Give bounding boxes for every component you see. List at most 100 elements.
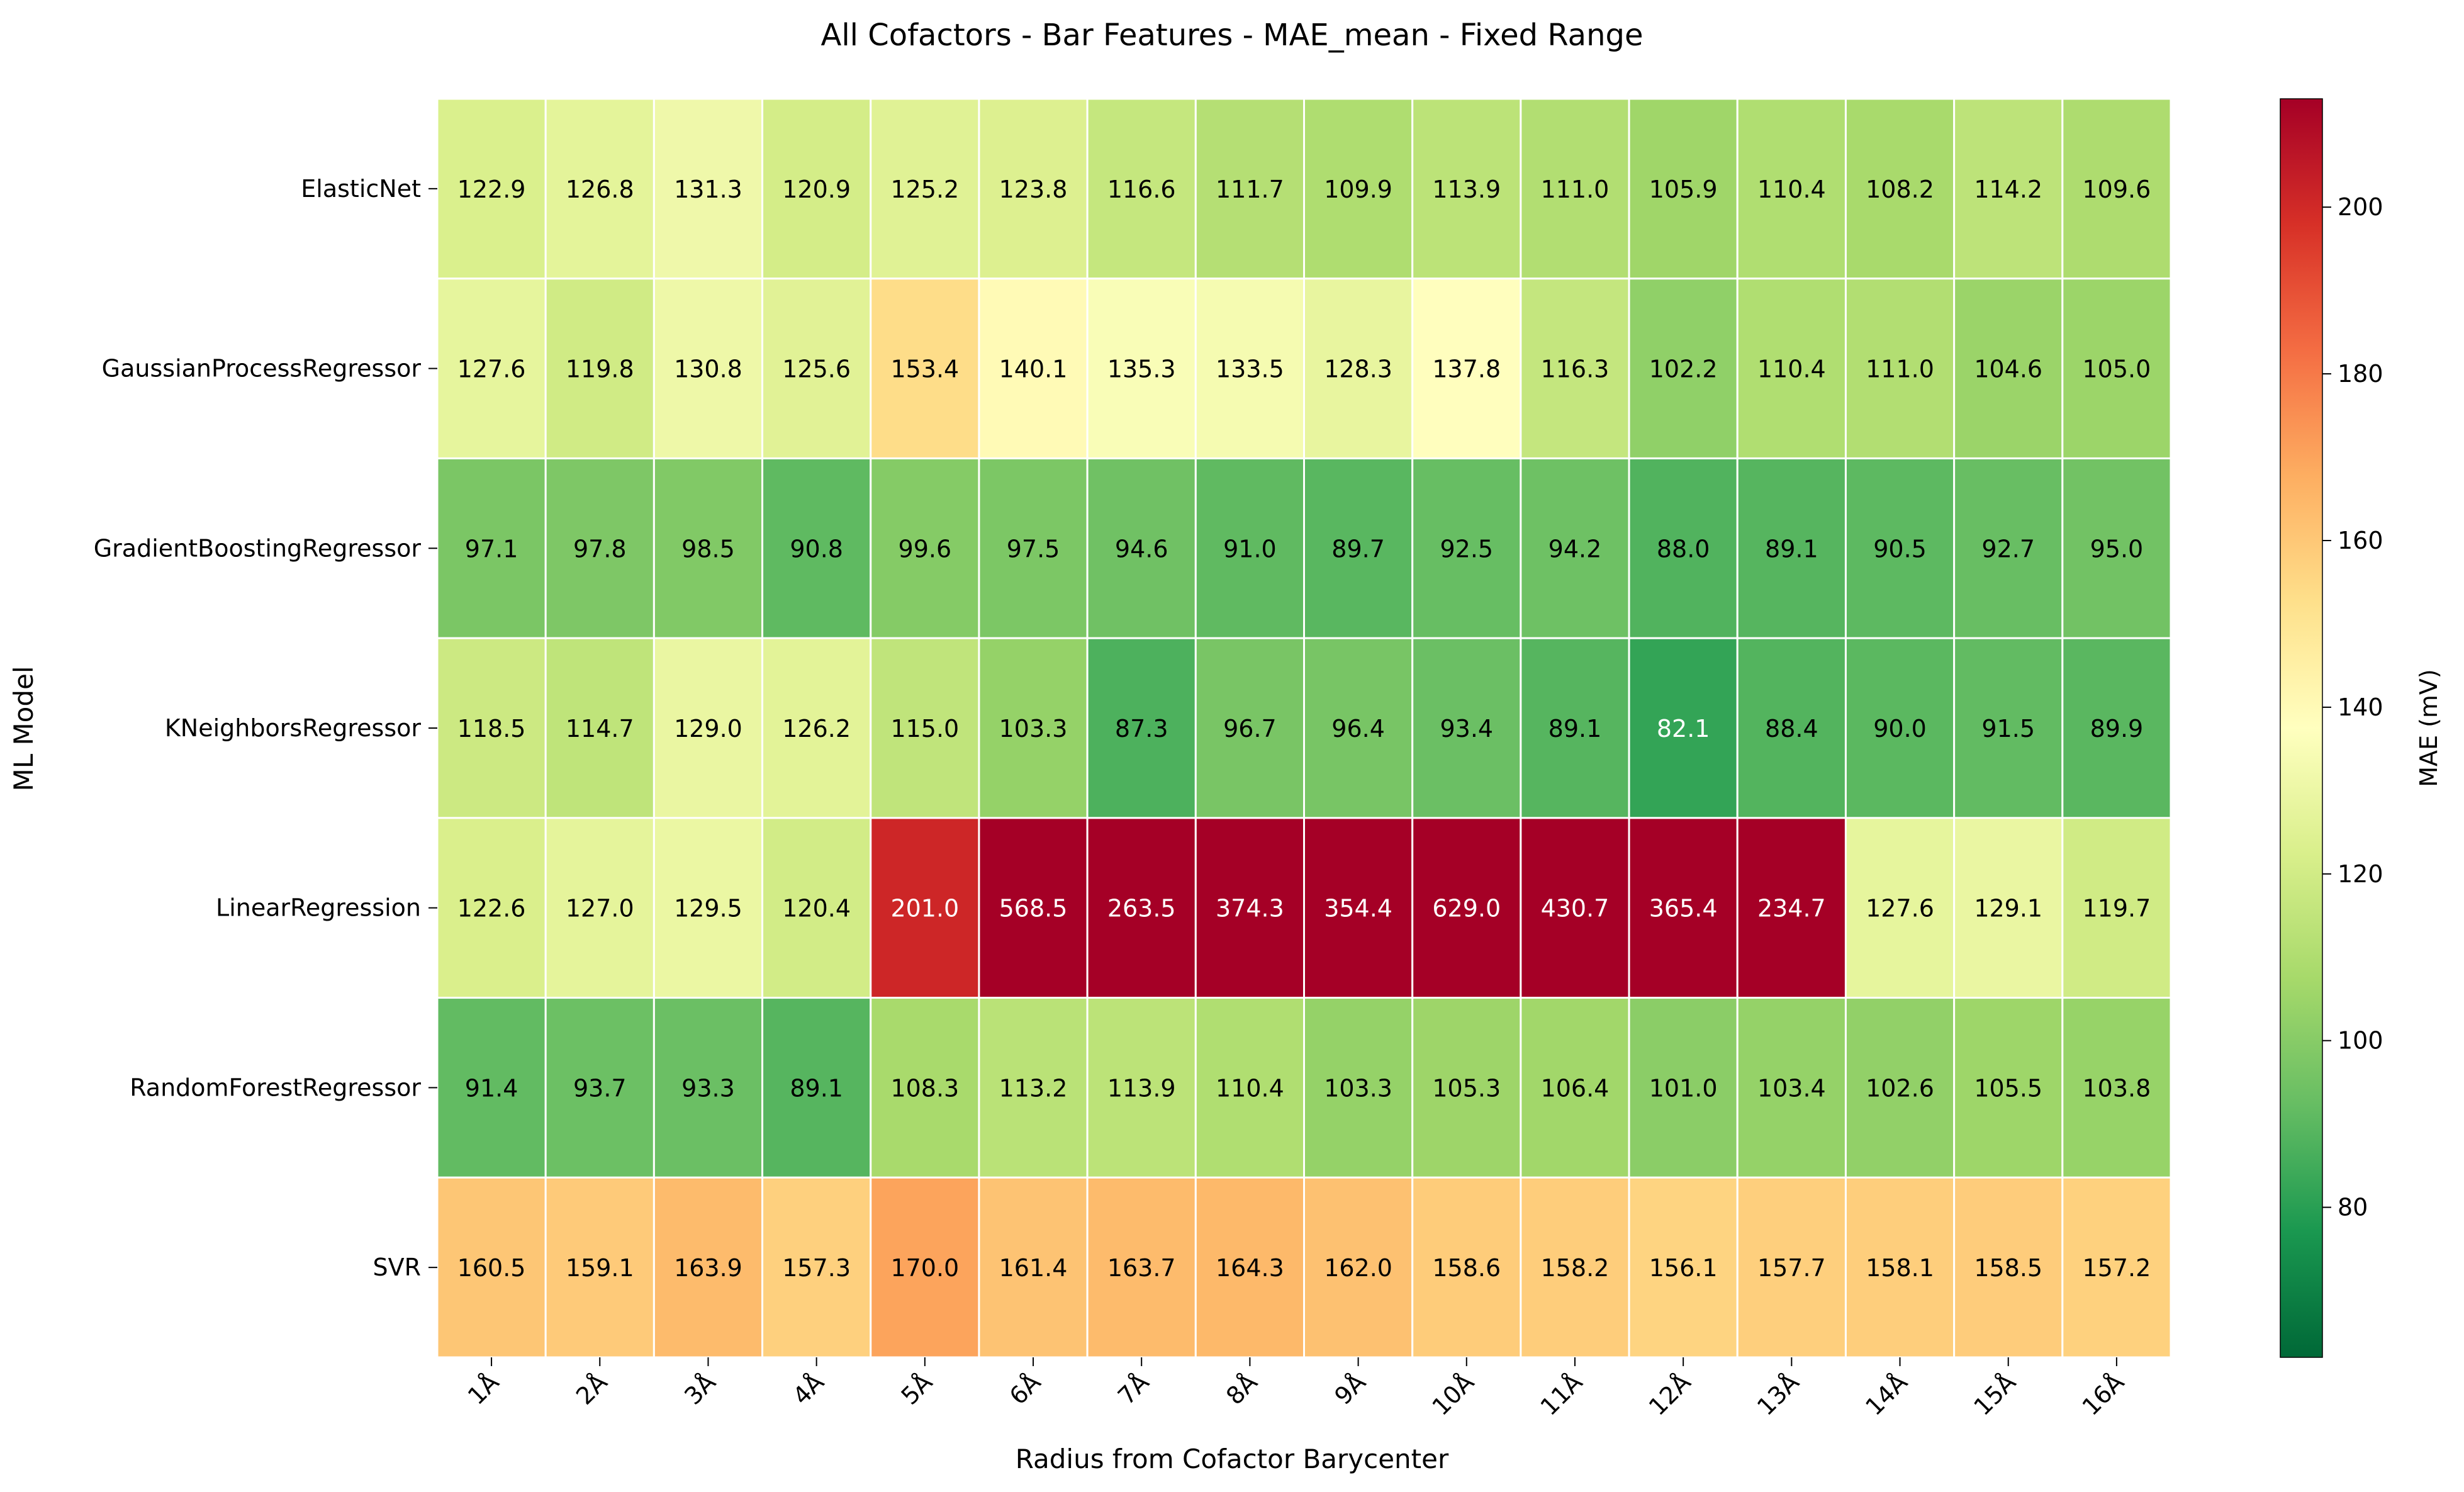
cell-value-label: 133.5 [1216,356,1284,383]
heatmap-cell [1303,457,1414,639]
heatmap-cell [2061,1176,2172,1359]
colorbar-tick-label: 160 [2338,527,2383,554]
cell-value-label: 90.8 [790,535,843,563]
cell-value-label: 122.6 [457,895,526,923]
cell-value-label: 128.3 [1324,356,1392,383]
heatmap-cell [1086,98,1197,280]
heatmap-cell [978,637,1089,819]
heatmap-cell [1628,997,1739,1179]
y-axis-label: ML Model [8,666,39,791]
cell-value-label: 96.4 [1331,715,1385,743]
heatmap-cell [1194,817,1305,999]
cell-value-label: 118.5 [457,715,526,743]
y-tick-label: GradientBoostingRegressor [94,534,422,562]
heatmap-cell [1411,997,1522,1179]
y-tick-label: GaussianProcessRegressor [102,355,422,383]
cell-value-label: 105.0 [2083,356,2151,383]
cell-value-label: 126.2 [782,715,851,743]
cell-value-label: 104.6 [1974,356,2042,383]
cell-value-label: 131.3 [674,176,742,203]
cell-value-label: 111.0 [1866,356,1934,383]
cell-value-label: 87.3 [1115,715,1168,743]
cell-value-label: 127.0 [566,895,634,923]
heatmap-cell [652,278,764,459]
y-tick-label: RandomForestRegressor [130,1074,421,1101]
cell-value-label: 114.7 [566,715,634,743]
heatmap-cell [1844,637,1956,819]
heatmap-cell [1086,457,1197,639]
cell-value-label: 93.3 [681,1074,735,1102]
x-axis-label: Radius from Cofactor Barycenter [1016,1444,1449,1474]
y-tick-label: SVR [372,1254,421,1281]
cell-value-label: 110.4 [1757,176,1826,203]
cell-value-label: 135.3 [1107,356,1176,383]
heatmap-cell [436,278,547,459]
cell-value-label: 102.2 [1649,356,1718,383]
cell-value-label: 125.6 [782,356,851,383]
heatmap-cell [1953,817,2064,999]
cell-value-label: 109.9 [1324,176,1392,203]
colorbar-gradient [2280,99,2322,1357]
colorbar-label: MAE (mV) [2415,669,2443,787]
heatmap-cell [2061,817,2172,999]
heatmap-cell [761,1176,872,1359]
heatmap-cell [652,817,764,999]
heatmap-cell [652,637,764,819]
heatmap-cell [978,278,1089,459]
cell-value-label: 164.3 [1216,1254,1284,1282]
cell-value-label: 365.4 [1649,895,1718,923]
heatmap-cell [1844,98,1956,280]
cell-value-label: 89.1 [1548,715,1602,743]
cell-value-label: 92.5 [1440,535,1493,563]
heatmap-cell [1844,278,1956,459]
heatmap-cell [1411,278,1522,459]
heatmap-cell [1411,637,1522,819]
heatmap-cell [1411,98,1522,280]
cell-value-label: 96.7 [1223,715,1277,743]
heatmap-cell [544,997,655,1179]
cell-value-label: 103.3 [999,715,1068,743]
colorbar-tick-label: 120 [2338,860,2383,888]
heatmap-cell [1844,997,1956,1179]
heatmap-cell [761,817,872,999]
cell-value-label: 127.6 [457,356,526,383]
cell-value-label: 122.9 [457,176,526,203]
heatmap-cell [436,98,547,280]
heatmap-cell [1953,457,2064,639]
heatmap-cell [1736,1176,1847,1359]
cell-value-label: 94.6 [1115,535,1168,563]
heatmap-cell [652,98,764,280]
cell-value-label: 103.3 [1324,1074,1392,1102]
colorbar-tick-label: 180 [2338,360,2383,388]
cell-value-label: 129.0 [674,715,742,743]
colorbar-tick-label: 140 [2338,693,2383,721]
cell-value-label: 140.1 [999,356,1068,383]
heatmap-cell [1194,1176,1305,1359]
heatmap-cell [870,997,980,1179]
colorbar-tick-label: 80 [2338,1194,2368,1221]
heatmap-cell [1303,98,1414,280]
heatmap-cell [2061,637,2172,819]
heatmap-cell [544,278,655,459]
heatmap-cell [1194,278,1305,459]
cell-value-label: 201.0 [890,895,959,923]
cell-value-label: 263.5 [1107,895,1176,923]
cell-value-label: 91.0 [1223,535,1277,563]
cell-value-label: 94.2 [1548,535,1602,563]
heatmap-cell [652,457,764,639]
y-tick-label: KNeighborsRegressor [165,714,421,742]
cell-value-label: 108.2 [1866,176,1934,203]
heatmap-cell [2061,997,2172,1179]
cell-value-label: 162.0 [1324,1254,1392,1282]
heatmap-cell [544,1176,655,1359]
heatmap-cells [436,98,2172,1359]
cell-value-label: 125.2 [890,176,959,203]
cell-value-label: 129.1 [1974,895,2042,923]
heatmap-cell [2061,278,2172,459]
cell-value-label: 113.2 [999,1074,1068,1102]
heatmap-cell [1194,637,1305,819]
cell-value-label: 89.1 [790,1074,843,1102]
cell-value-label: 374.3 [1216,895,1284,923]
cell-value-label: 114.2 [1974,176,2042,203]
